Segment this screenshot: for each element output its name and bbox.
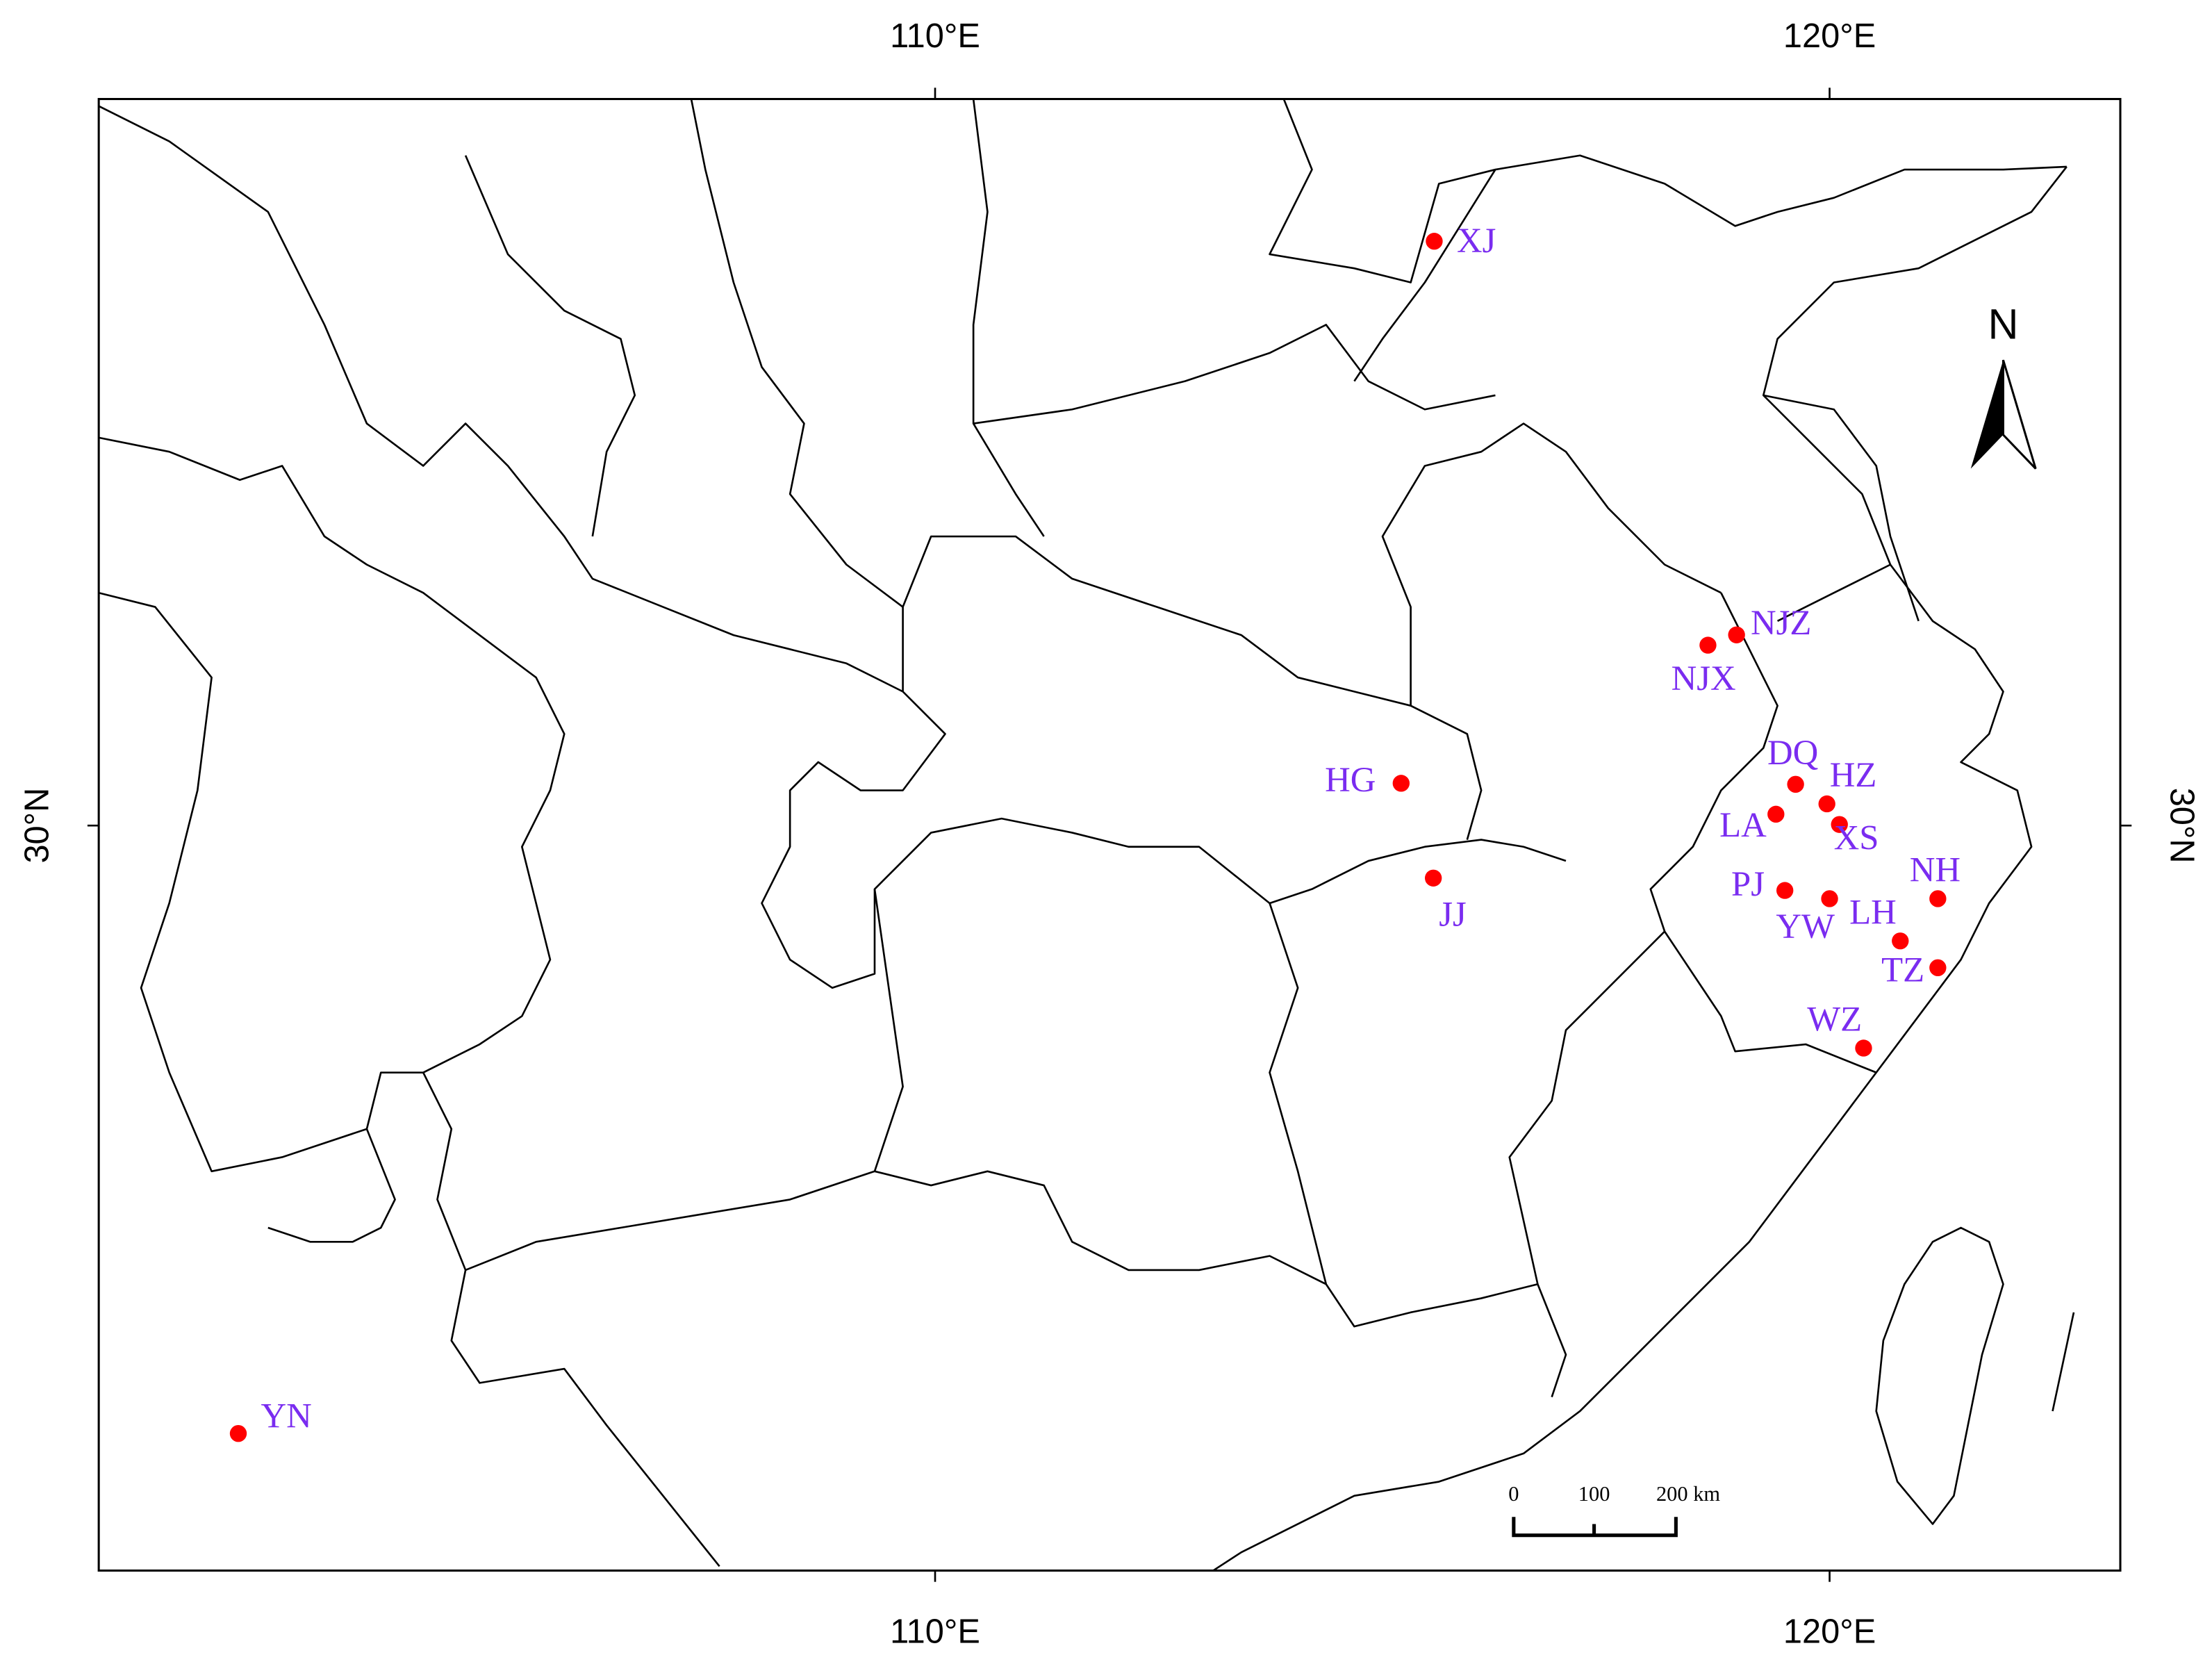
taiwan bbox=[1875, 1226, 2004, 1525]
site-marker bbox=[1426, 233, 1443, 250]
site-label: LH bbox=[1849, 892, 1897, 931]
boundary bbox=[98, 591, 368, 1173]
site-marker bbox=[229, 1425, 247, 1442]
map-frame bbox=[97, 97, 2122, 1572]
site-label: YW bbox=[1776, 907, 1835, 946]
coast bbox=[1212, 166, 2067, 1572]
y-tick-label: 30°N bbox=[2163, 788, 2200, 864]
site-label: WZ bbox=[1807, 1000, 1862, 1039]
site-marker bbox=[1855, 1039, 1872, 1057]
site-label: TZ bbox=[1881, 950, 1924, 989]
site-marker bbox=[1699, 636, 1717, 654]
site-marker bbox=[1776, 882, 1794, 899]
boundary bbox=[873, 889, 904, 1172]
north-arrow: N bbox=[1970, 301, 2037, 470]
site-label: DQ bbox=[1767, 733, 1818, 772]
site-marker bbox=[1424, 869, 1442, 887]
site-marker bbox=[1392, 775, 1410, 792]
north-label: N bbox=[1988, 301, 2018, 348]
site-marker bbox=[1892, 932, 1909, 950]
boundary bbox=[98, 105, 1567, 989]
site-label: PJ bbox=[1731, 864, 1765, 903]
site-marker bbox=[1767, 805, 1785, 823]
island bbox=[2052, 1312, 2075, 1412]
scale-label: 0 bbox=[1508, 1482, 1519, 1506]
site-label: NH bbox=[1910, 850, 1961, 889]
scale-label: 100 bbox=[1578, 1482, 1610, 1506]
boundaries bbox=[98, 99, 2075, 1572]
site-label: YN bbox=[261, 1397, 311, 1435]
site-marker bbox=[1929, 890, 1947, 907]
x-tick-label: 110°E bbox=[890, 1613, 980, 1651]
boundary bbox=[1381, 422, 1722, 706]
scale-label: 200 km bbox=[1656, 1482, 1720, 1506]
site-marker bbox=[1821, 890, 1838, 907]
scale-bar: 0 100 200 km bbox=[1508, 1482, 1720, 1538]
site-marker bbox=[1787, 775, 1804, 793]
boundary bbox=[1269, 99, 2067, 382]
scale-bar-line bbox=[1512, 1517, 1678, 1538]
site-label: NJZ bbox=[1751, 603, 1811, 642]
boundary bbox=[422, 1072, 720, 1567]
boundary bbox=[972, 99, 1496, 537]
x-tick-label: 120°E bbox=[1783, 17, 1876, 55]
site-marker bbox=[1831, 816, 1848, 833]
site-marker bbox=[1728, 626, 1745, 643]
site-label: LA bbox=[1719, 805, 1767, 844]
boundary bbox=[1269, 903, 1328, 1285]
site-marker bbox=[1929, 959, 1947, 976]
boundary bbox=[465, 1170, 1567, 1398]
boundary bbox=[464, 99, 904, 608]
site-label: JJ bbox=[1439, 894, 1467, 933]
site-label: XS bbox=[1834, 818, 1879, 857]
x-tick-label: 110°E bbox=[890, 17, 980, 55]
north-arrow-left bbox=[1970, 360, 2004, 469]
site-marker bbox=[1818, 795, 1835, 813]
site-label: HG bbox=[1325, 760, 1376, 799]
boundary bbox=[1508, 592, 1877, 1285]
site-label: XJ bbox=[1457, 221, 1496, 260]
site-label: HZ bbox=[1830, 755, 1877, 794]
north-arrow-right bbox=[2001, 359, 2037, 470]
x-tick-label: 120°E bbox=[1783, 1613, 1876, 1651]
boundary bbox=[98, 436, 566, 1243]
site-label: NJX bbox=[1672, 659, 1736, 698]
y-tick-label: 30°N bbox=[19, 788, 56, 864]
boundary bbox=[902, 535, 1483, 840]
boundary bbox=[1763, 394, 1920, 623]
